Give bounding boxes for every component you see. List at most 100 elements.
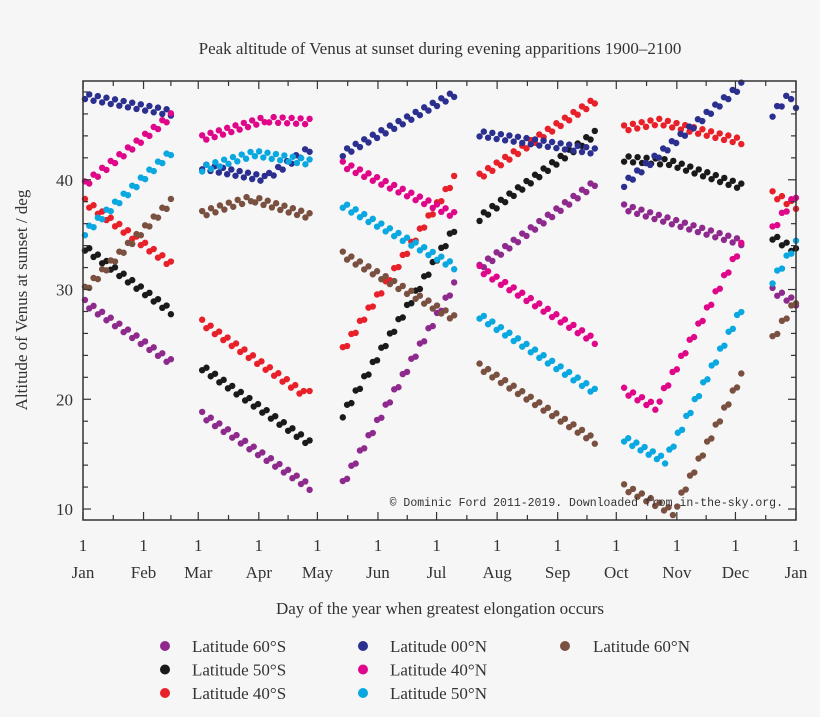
data-point (565, 201, 573, 208)
data-point (365, 170, 372, 177)
data-point (565, 368, 573, 376)
data-point (665, 382, 672, 389)
data-point (369, 215, 376, 223)
data-point (699, 224, 706, 232)
data-point (665, 504, 672, 511)
x-tick-label-month: Sep (545, 563, 571, 582)
data-point (729, 177, 737, 184)
data-point (493, 205, 500, 212)
data-point (690, 333, 698, 341)
data-point (620, 122, 628, 129)
data-point (229, 153, 237, 161)
data-point (403, 193, 411, 200)
data-point (660, 507, 668, 514)
data-point (198, 408, 206, 416)
data-point (281, 152, 288, 159)
data-point (212, 209, 219, 216)
data-point (497, 162, 505, 169)
data-point (531, 136, 539, 143)
data-point (476, 262, 483, 270)
data-point (272, 200, 280, 207)
data-point (674, 164, 681, 171)
data-point (787, 95, 795, 103)
data-point (232, 122, 239, 129)
data-point (289, 153, 296, 160)
y-tick-label: 30 (56, 281, 73, 300)
data-point (677, 223, 684, 231)
data-point (725, 232, 732, 239)
data-point (281, 202, 288, 209)
data-point (369, 303, 376, 310)
data-point (716, 229, 723, 237)
data-point (540, 137, 547, 144)
data-point (399, 121, 406, 128)
data-point (429, 322, 436, 330)
data-point (591, 127, 598, 135)
data-point (285, 209, 292, 216)
data-point (647, 117, 654, 124)
data-point (674, 503, 681, 510)
data-point (672, 139, 680, 147)
data-point (339, 152, 347, 160)
data-point (382, 272, 389, 280)
x-tick-label-month: Dec (722, 563, 750, 582)
data-point (163, 205, 170, 213)
data-point (352, 169, 359, 177)
data-point (476, 217, 483, 225)
data-point (738, 180, 745, 187)
data-point (399, 314, 406, 321)
data-point (356, 258, 364, 265)
data-point (519, 139, 526, 147)
data-point (420, 200, 428, 208)
data-point (395, 263, 402, 271)
data-point (412, 353, 419, 360)
data-point (497, 323, 505, 331)
data-point (738, 140, 745, 148)
data-point (540, 220, 547, 227)
x-tick-label-month: Jun (366, 563, 390, 582)
data-point (133, 105, 140, 113)
data-point (625, 153, 632, 160)
data-point (265, 119, 273, 126)
x-tick-label-day: 1 (79, 536, 88, 555)
data-point (412, 196, 419, 204)
x-tick-label-day: 1 (432, 536, 441, 555)
data-point (625, 126, 632, 134)
data-point (297, 431, 305, 438)
data-point (242, 155, 250, 162)
data-point (241, 437, 249, 445)
data-point (646, 209, 654, 216)
data-point (163, 106, 170, 113)
data-point (253, 121, 260, 128)
data-point (574, 195, 581, 202)
legend-marker (358, 688, 368, 698)
data-point (361, 445, 368, 452)
data-point (690, 222, 697, 229)
data-point (228, 128, 235, 136)
data-point (98, 308, 106, 316)
data-point (263, 406, 270, 414)
data-point (638, 118, 645, 126)
data-point (514, 335, 522, 342)
data-point (446, 292, 454, 299)
data-point (548, 213, 556, 221)
data-point (506, 132, 513, 139)
data-point (86, 91, 93, 98)
data-point (416, 285, 424, 293)
data-point (646, 161, 654, 169)
data-point (642, 213, 650, 220)
data-point (788, 294, 795, 301)
data-point (625, 392, 632, 399)
data-point (587, 150, 594, 157)
data-point (493, 371, 500, 378)
data-point (167, 311, 175, 318)
x-tick-label-day: 1 (673, 536, 682, 555)
data-point (707, 227, 715, 234)
legend-label: Latitude 40°N (390, 661, 487, 680)
data-point (251, 152, 259, 160)
data-point (264, 149, 271, 156)
data-point (244, 123, 252, 131)
data-point (150, 109, 157, 116)
data-point (725, 181, 732, 189)
data-point (647, 398, 655, 406)
